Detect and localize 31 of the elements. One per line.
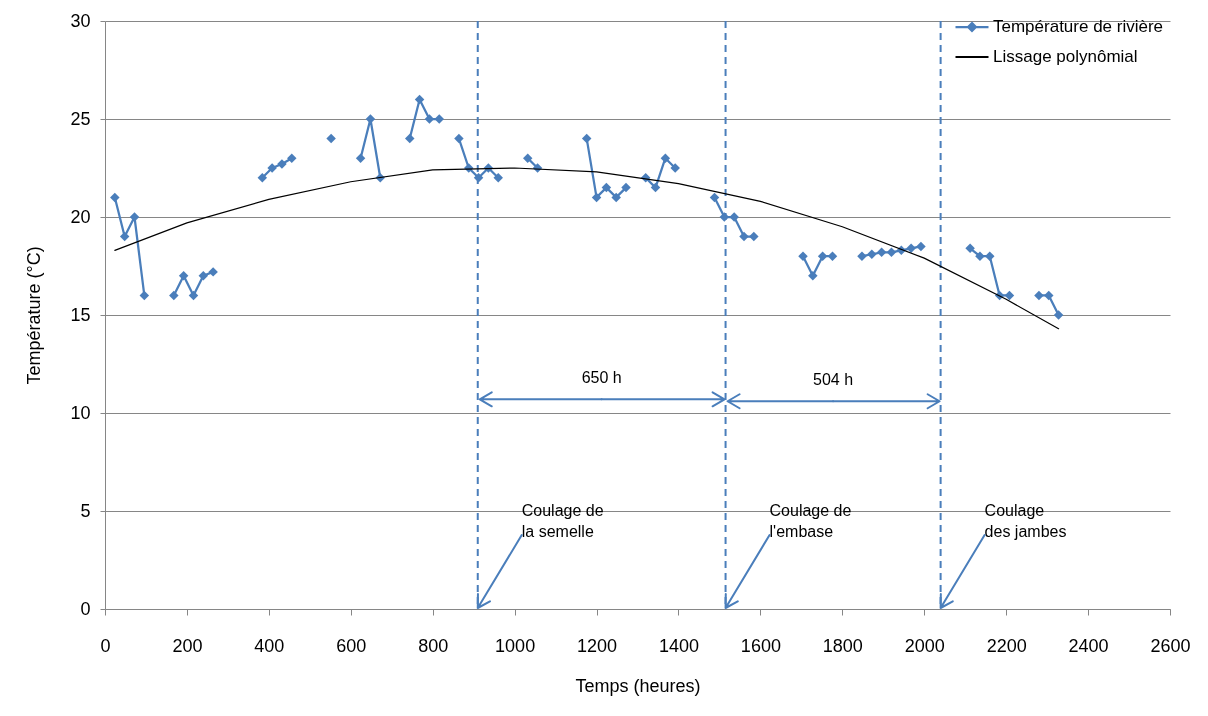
legend-label: Température de rivière [993, 17, 1164, 36]
y-tick-label: 0 [80, 598, 91, 619]
x-tick-label: 600 [336, 635, 367, 656]
y-tick-label: 25 [70, 108, 91, 129]
x-tick-label: 1800 [822, 635, 863, 656]
y-tick-label: 10 [70, 402, 91, 423]
x-axis-title: Temps (heures) [575, 675, 701, 696]
x-tick-label: 0 [100, 635, 111, 656]
x-tick-label: 2000 [904, 635, 945, 656]
x-tick-label: 2200 [986, 635, 1027, 656]
ref-line-label: Coulage de la semelle [521, 502, 604, 540]
ref-line-label: Coulage de l'embase [769, 502, 852, 540]
line-series [114, 167, 1060, 330]
y-tick-label: 15 [70, 304, 91, 325]
annotation: 650 h [581, 369, 622, 387]
y-tick-label: 5 [80, 500, 91, 521]
y-axis-title: Température (°C) [24, 246, 45, 385]
x-tick-label: 1400 [658, 635, 699, 656]
y-tick-label: 30 [70, 10, 91, 31]
x-tick-label: 2400 [1068, 635, 1109, 656]
ref-line-label: Coulage des jambes [984, 502, 1067, 540]
x-tick-label: 800 [418, 635, 449, 656]
x-tick-label: 1200 [577, 635, 618, 656]
annotation: 504 h [813, 371, 854, 389]
x-tick-label: 1000 [495, 635, 536, 656]
x-tick-label: 200 [172, 635, 203, 656]
legend-label: Lissage polynômial [993, 47, 1138, 66]
x-tick-label: 400 [254, 635, 285, 656]
x-tick-label: 2600 [1150, 635, 1191, 656]
y-tick-label: 20 [70, 206, 91, 227]
x-tick-label: 1600 [740, 635, 781, 656]
